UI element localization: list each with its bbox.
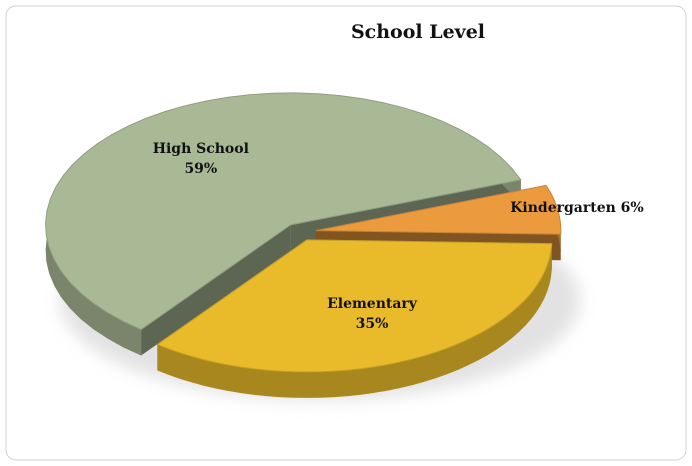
labels: Kindergarten 6% Elementary 35% High School 5…	[153, 141, 644, 332]
category-label: High School	[153, 141, 249, 157]
slice	[45, 92, 522, 331]
value-label: 6%	[621, 200, 644, 216]
category-label: Elementary	[327, 296, 418, 312]
slice-side	[157, 243, 552, 398]
chart-title: School Level	[351, 21, 485, 43]
slice-label: Kindergarten 6%	[510, 200, 643, 216]
pie	[45, 92, 562, 398]
slice	[315, 184, 562, 235]
category-label: Kindergarten	[510, 200, 616, 216]
value-label: 35%	[356, 316, 389, 332]
slice	[156, 239, 553, 373]
value-label: 59%	[184, 161, 217, 177]
slice-wall	[141, 224, 291, 356]
